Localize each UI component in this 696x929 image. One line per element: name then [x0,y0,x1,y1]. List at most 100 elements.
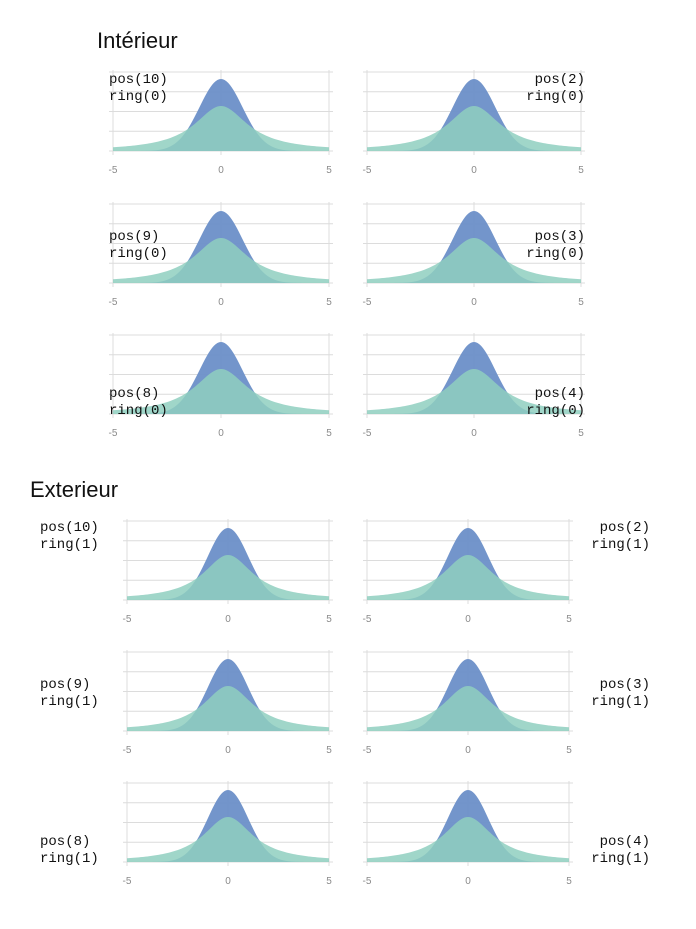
pos-label: pos(2) [599,520,650,536]
panel-annotation: pos(8) ring(1) [40,834,112,868]
panel-annotation: pos(3) ring(1) [578,677,650,711]
panel-annotation: pos(10) ring(1) [40,520,112,554]
pos-label: pos(3) [534,229,585,245]
pos-label: pos(9) [40,677,91,693]
pos-label: pos(4) [534,386,585,402]
x-tick-label: -5 [123,745,132,756]
x-tick-label: 5 [326,165,332,176]
x-tick-label: 0 [218,297,224,308]
panel-annotation: pos(9) ring(0) [109,229,179,263]
x-tick-label: 5 [326,745,332,756]
x-tick-label: 5 [566,614,572,625]
ring-label: ring(1) [40,537,99,553]
x-tick-label: -5 [363,876,372,887]
x-tick-label: 0 [225,876,231,887]
series-area-narrow [367,790,569,862]
x-tick-label: 0 [225,745,231,756]
x-tick-label: 5 [578,165,584,176]
series-area-wide [367,555,569,600]
series-area-wide [127,817,329,862]
ring-label: ring(1) [591,694,650,710]
series-area-wide [127,555,329,600]
x-tick-label: -5 [123,614,132,625]
ring-label: ring(1) [591,851,650,867]
series-area-wide [367,817,569,862]
pos-label: pos(2) [534,72,585,88]
panel-annotation: pos(3) ring(0) [515,229,585,263]
x-tick-label: -5 [109,297,118,308]
series-area-wide [367,686,569,731]
x-tick-label: 0 [465,745,471,756]
pos-label: pos(3) [599,677,650,693]
x-tick-label: 5 [326,428,332,439]
x-tick-label: -5 [363,297,372,308]
panel-annotation: pos(9) ring(1) [40,677,112,711]
x-tick-label: -5 [123,876,132,887]
pos-label: pos(4) [599,834,650,850]
x-tick-label: 5 [578,297,584,308]
panel-annotation: pos(4) ring(1) [578,834,650,868]
ring-label: ring(1) [40,851,99,867]
panel-annotation: pos(2) ring(0) [515,72,585,106]
x-tick-label: 5 [326,876,332,887]
x-tick-label: 5 [566,876,572,887]
ring-label: ring(1) [40,694,99,710]
x-tick-label: 5 [578,428,584,439]
ring-label: ring(0) [526,246,585,262]
panel-annotation: pos(10) ring(0) [109,72,179,106]
x-tick-label: 0 [218,428,224,439]
series-area-wide [367,106,581,151]
pos-label: pos(8) [40,834,91,850]
panel-annotation: pos(8) ring(0) [109,386,179,420]
x-tick-label: 0 [471,428,477,439]
pos-label: pos(10) [109,72,168,88]
x-tick-label: 0 [465,876,471,887]
pos-label: pos(8) [109,386,160,402]
series-area-wide [113,106,329,151]
ring-label: ring(0) [109,89,168,105]
section-title-exterieur: Exterieur [30,477,119,502]
ring-label: ring(0) [526,403,585,419]
x-tick-label: -5 [109,165,118,176]
ring-label: ring(0) [109,246,168,262]
pos-label: pos(9) [109,229,160,245]
x-tick-label: 5 [326,614,332,625]
series-area-wide [127,686,329,731]
x-tick-label: 0 [218,165,224,176]
x-tick-label: -5 [109,428,118,439]
x-tick-label: 0 [471,165,477,176]
series-area-narrow [127,528,329,600]
x-tick-label: -5 [363,165,372,176]
x-tick-label: 0 [225,614,231,625]
x-tick-label: -5 [363,614,372,625]
pos-label: pos(10) [40,520,99,536]
ring-label: ring(0) [109,403,168,419]
series-area-narrow [127,790,329,862]
x-tick-label: 5 [326,297,332,308]
x-tick-label: -5 [363,428,372,439]
series-area-narrow [367,659,569,731]
x-tick-label: 0 [465,614,471,625]
x-tick-label: 0 [471,297,477,308]
ring-label: ring(0) [526,89,585,105]
section-title-interieur: Intérieur [97,28,178,53]
ring-label: ring(1) [591,537,650,553]
panel-annotation: pos(4) ring(0) [515,386,585,420]
series-area-narrow [127,659,329,731]
panel-annotation: pos(2) ring(1) [578,520,650,554]
x-tick-label: -5 [363,745,372,756]
series-area-narrow [367,528,569,600]
x-tick-label: 5 [566,745,572,756]
